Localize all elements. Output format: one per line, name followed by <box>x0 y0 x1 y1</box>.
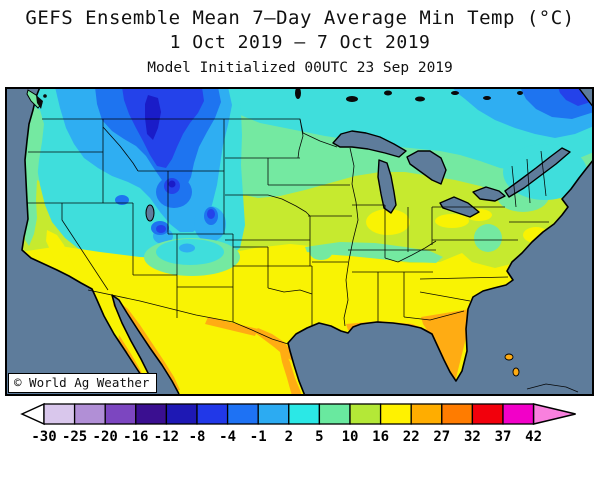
state-borders <box>27 118 579 393</box>
colorbar-tick-label: -4 <box>219 429 236 445</box>
bahamas-islands <box>504 353 520 377</box>
colorbar-segment <box>104 403 137 425</box>
colorbar-segment <box>73 403 106 425</box>
colorbar-tick-label: -20 <box>93 429 118 445</box>
colorbar-segment <box>226 403 259 425</box>
valid-period: 1 Oct 2019 – 7 Oct 2019 <box>169 32 431 53</box>
colorbar-segment <box>441 403 474 425</box>
colorbar-tick-label: 10 <box>342 429 359 445</box>
colorbar-tick-label: -1 <box>250 429 267 445</box>
colorbar-segment <box>165 403 198 425</box>
colorbar-segment <box>318 403 351 425</box>
coastline <box>21 87 594 396</box>
colorbar-tick-label: 42 <box>525 429 542 445</box>
colorbar-segment <box>196 403 229 425</box>
colorbar-segment <box>349 403 382 425</box>
map-frame <box>5 87 594 396</box>
temperature-colorbar: -30 -25 -20 -16 -12 -8 -4 -1 2 5 10 16 22 27 32 37 42 <box>20 402 576 445</box>
colorbar-segment <box>379 403 412 425</box>
colorbar-tick-label: -25 <box>62 429 87 445</box>
small-lakes <box>145 87 523 222</box>
colorbar-segment <box>43 403 76 425</box>
colorbar-tick-label: 22 <box>403 429 420 445</box>
colorbar-tick-label: 37 <box>495 429 512 445</box>
colorbar-segment <box>410 403 443 425</box>
colorbar-tick-label: 27 <box>433 429 450 445</box>
colorbar-segment <box>471 403 504 425</box>
colorbar-tick-label: -30 <box>31 429 56 445</box>
colorbar-tick-label: -12 <box>154 429 179 445</box>
colorbar-right-arrow <box>532 403 576 425</box>
colorbar-tick-label: -8 <box>189 429 206 445</box>
colorbar-tick-label: 2 <box>285 429 293 445</box>
colorbar-tick-label: 32 <box>464 429 481 445</box>
colorbar-segment <box>257 403 290 425</box>
map-title: GEFS Ensemble Mean 7–Day Average Min Tem… <box>25 7 575 29</box>
colorbar-segment <box>288 403 321 425</box>
us-temperature-map <box>5 87 594 396</box>
colorbar-tick-label: 16 <box>372 429 389 445</box>
pacific-northwest-coast-details <box>26 89 47 109</box>
colorbar-tick-label: 5 <box>315 429 323 445</box>
init-time: Model Initialized 00UTC 23 Sep 2019 <box>147 60 453 76</box>
colorbar-tick-label: -16 <box>123 429 148 445</box>
colorbar-segment <box>135 403 168 425</box>
colorbar-segment <box>502 403 535 425</box>
copyright-watermark: © World Ag Weather <box>8 373 158 393</box>
colorbar-left-arrow <box>20 402 45 426</box>
